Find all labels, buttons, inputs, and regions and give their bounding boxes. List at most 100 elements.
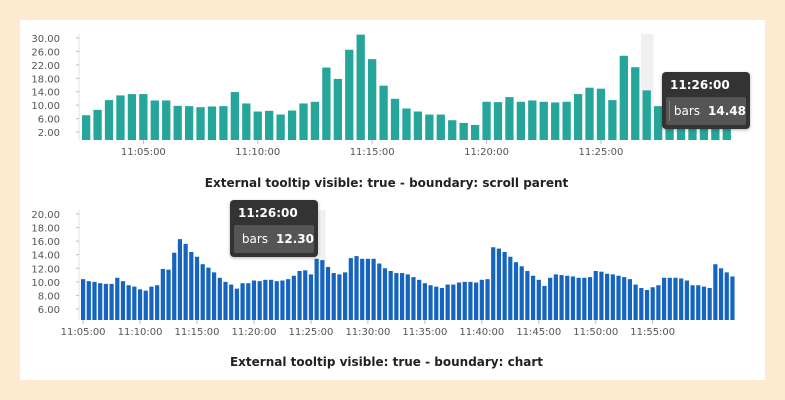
bar xyxy=(451,284,456,320)
y-tick-label: 14.00 xyxy=(31,88,60,99)
bar xyxy=(596,88,606,140)
bar xyxy=(459,122,468,140)
bar xyxy=(573,94,583,140)
x-tick-label: 11:40:00 xyxy=(459,327,504,338)
bar xyxy=(667,277,672,320)
y-tick-label: 22.00 xyxy=(31,61,60,72)
bar xyxy=(468,281,473,320)
bar xyxy=(286,279,291,320)
bar xyxy=(428,285,433,320)
bar xyxy=(576,277,581,320)
bar xyxy=(116,95,125,140)
y-tick-label: 18.00 xyxy=(31,224,60,235)
bar xyxy=(417,279,422,320)
series-swatch xyxy=(669,101,670,121)
bar xyxy=(513,262,519,320)
bar xyxy=(536,279,541,320)
bar xyxy=(562,101,571,140)
bar xyxy=(439,287,445,320)
bar xyxy=(303,270,308,320)
x-tick-label: 11:05:00 xyxy=(61,327,106,338)
bar xyxy=(496,248,502,320)
bar xyxy=(639,287,644,320)
y-tick-label: 6.00 xyxy=(38,305,60,316)
bar xyxy=(207,106,217,140)
bar xyxy=(194,256,200,320)
bar xyxy=(81,279,86,320)
bar xyxy=(297,271,302,320)
bar xyxy=(155,285,160,320)
x-tick-label: 11:50:00 xyxy=(573,327,618,338)
bar xyxy=(322,67,331,140)
bar xyxy=(479,279,484,320)
bar xyxy=(320,260,325,320)
bar xyxy=(585,87,594,140)
bar xyxy=(525,271,530,320)
bar xyxy=(539,101,548,140)
bar xyxy=(491,247,496,320)
x-tick-label: 11:30:00 xyxy=(345,327,390,338)
bar xyxy=(160,268,165,320)
bar xyxy=(120,281,126,320)
bar xyxy=(345,49,354,140)
bar xyxy=(456,282,462,320)
bar xyxy=(582,277,587,320)
bar xyxy=(343,272,348,320)
y-tick-label: 2.00 xyxy=(38,128,60,139)
bar xyxy=(587,277,593,320)
bar xyxy=(701,286,707,320)
chart-caption: External tooltip visible: true - boundar… xyxy=(229,355,544,369)
x-tick-label: 11:25:00 xyxy=(288,327,333,338)
bar xyxy=(661,277,667,320)
x-tick-label: 11:20:00 xyxy=(464,147,509,158)
bar xyxy=(337,274,342,320)
bar xyxy=(240,283,245,320)
chart-caption: External tooltip visible: true - boundar… xyxy=(204,176,569,190)
bar xyxy=(656,285,661,320)
bar xyxy=(162,100,171,140)
bar xyxy=(287,110,297,140)
bar xyxy=(565,275,570,320)
y-tick-label: 10.00 xyxy=(31,101,60,112)
bar xyxy=(422,283,427,320)
bar xyxy=(713,264,718,320)
x-tick-label: 11:25:00 xyxy=(578,147,623,158)
y-tick-label: 20.00 xyxy=(31,210,60,221)
x-tick-label: 11:05:00 xyxy=(121,147,166,158)
bar xyxy=(251,280,257,320)
bar xyxy=(616,275,621,320)
bar xyxy=(166,269,171,320)
bar xyxy=(173,105,182,140)
bar xyxy=(184,106,194,140)
bar xyxy=(280,280,285,320)
bar xyxy=(633,284,638,320)
bar xyxy=(368,59,377,140)
bar xyxy=(246,283,251,320)
x-tick-label: 11:35:00 xyxy=(402,327,447,338)
bar xyxy=(242,103,251,140)
bar xyxy=(371,258,376,320)
x-tick-label: 11:10:00 xyxy=(118,327,163,338)
bar xyxy=(388,271,393,320)
bar xyxy=(379,85,388,140)
bar xyxy=(644,290,650,320)
bar xyxy=(548,277,553,320)
bar xyxy=(183,243,188,320)
bar xyxy=(445,284,450,320)
x-tick-label: 11:55:00 xyxy=(630,327,675,338)
bar xyxy=(718,268,724,320)
bar xyxy=(679,278,684,320)
bar xyxy=(551,102,560,140)
bar xyxy=(86,281,91,320)
bar xyxy=(299,103,308,140)
bar xyxy=(448,120,457,140)
bar xyxy=(257,281,262,320)
bar xyxy=(502,252,507,320)
bar xyxy=(104,100,114,140)
bar xyxy=(394,273,399,320)
x-tick-label: 11:15:00 xyxy=(175,327,220,338)
bar xyxy=(253,111,262,140)
bar xyxy=(650,287,655,320)
bar xyxy=(325,266,331,320)
